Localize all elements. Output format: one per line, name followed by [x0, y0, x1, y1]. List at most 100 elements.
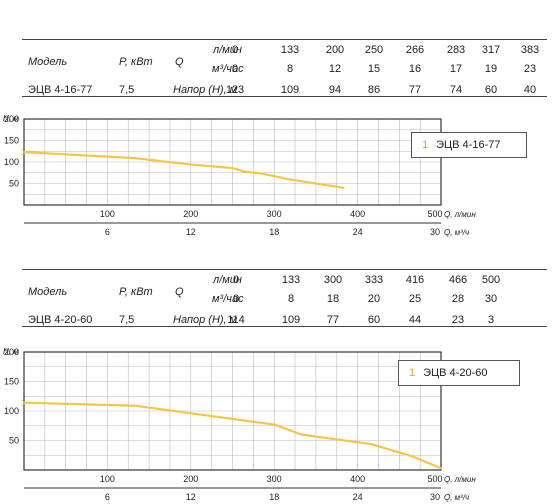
x-tick-label-top: 300: [267, 209, 282, 219]
plot-frame: [23, 118, 442, 206]
head-cell: 77: [326, 314, 340, 326]
head-cell: 74: [449, 84, 463, 96]
x-axis-label-bottom: Q, м³/ч: [444, 228, 469, 237]
spec-table: Модель P, кВт Q л/мин м³/час ЭЦВ 4-20-60…: [22, 269, 547, 337]
x-tick-label-bottom: 18: [269, 227, 279, 237]
table-top-rule: [22, 39, 547, 40]
head-cell: 44: [408, 314, 422, 326]
y-tick-label: 200: [4, 114, 19, 124]
x-tick-label-top: 100: [100, 209, 115, 219]
x-tick-label-bottom: 18: [269, 492, 279, 502]
pump-chart: H, м 50 100 150 200 100 200 300 400 500 6 12 18 24 30 Q…: [3, 347, 476, 502]
head-cell: 60: [484, 84, 498, 96]
head-cell: 94: [328, 84, 342, 96]
y-tick-label: 200: [4, 347, 19, 357]
flow-m3h-cell: 15: [367, 63, 381, 75]
legend-label: ЭЦВ 4-16-77: [436, 139, 501, 151]
flow-lpm-cell: 0: [231, 44, 239, 56]
head-cell: 114: [227, 314, 245, 326]
head-cell: 123: [225, 84, 245, 96]
head-cell: 109: [281, 314, 301, 326]
power-value: 7,5: [119, 314, 135, 326]
x-tick-label-top: 500: [427, 209, 442, 219]
pump-block-1: Модель P, кВт Q л/мин м³/час ЭЦВ 4-16-77…: [0, 0, 560, 250]
x-tick-label-bottom: 6: [105, 492, 110, 502]
flow-lpm-cell: 266: [405, 44, 425, 56]
head-cell: 60: [367, 314, 381, 326]
pump-block-2: Модель P, кВт Q л/мин м³/час ЭЦВ 4-20-60…: [0, 252, 560, 504]
y-tick-label: 50: [9, 436, 19, 446]
flow-lpm-cell: 466: [448, 274, 468, 286]
power-header: P, кВт: [119, 286, 153, 298]
model-value: ЭЦВ 4-16-77: [28, 84, 93, 96]
x-axis-label-top: Q, л/мин: [444, 475, 476, 484]
q-header: Q: [175, 56, 184, 68]
flow-m3h-header: м³/час: [212, 63, 244, 75]
x-tick-label-bottom: 12: [186, 227, 196, 237]
flow-lpm-cell: 283: [446, 44, 466, 56]
model-value: ЭЦВ 4-20-60: [28, 314, 93, 326]
head-cell: 40: [523, 84, 537, 96]
flow-lpm-cell: 300: [323, 274, 343, 286]
flow-m3h-cell: 25: [408, 293, 422, 305]
flow-lpm-cell: 383: [520, 44, 540, 56]
chart-legend: 1 ЭЦВ 4-20-60: [398, 360, 520, 386]
head-cell: 77: [408, 84, 422, 96]
y-tick-label: 150: [4, 377, 19, 387]
pump-curve: [22, 151, 345, 189]
x-tick-label-top: 200: [183, 474, 198, 484]
x-tick-label-bottom: 24: [353, 227, 363, 237]
chart-legend: 1 ЭЦВ 4-16-77: [411, 132, 527, 158]
flow-lpm-cell: 416: [405, 274, 425, 286]
plot-frame: [23, 351, 442, 471]
flow-lpm-cell: 250: [364, 44, 384, 56]
legend-number: 1: [422, 139, 429, 151]
head-cell: 109: [280, 84, 300, 96]
flow-lpm-cell: 333: [364, 274, 384, 286]
table-bottom-rule: [22, 326, 547, 327]
flow-m3h-cell: 20: [367, 293, 381, 305]
x-tick-label-top: 400: [350, 209, 365, 219]
curve-marker: 1: [21, 148, 26, 157]
flow-m3h-cell: 12: [328, 63, 342, 75]
x-tick-label-top: 300: [267, 474, 282, 484]
head-cell: 3: [487, 314, 495, 326]
head-cell: 23: [451, 314, 465, 326]
table-top-rule: [22, 269, 547, 270]
legend-number: 1: [409, 367, 416, 379]
flow-m3h-cell: 23: [523, 63, 537, 75]
x-tick-label-top: 100: [100, 474, 115, 484]
x-tick-label-bottom: 6: [105, 227, 110, 237]
x-axis-label-top: Q, л/мин: [444, 210, 476, 219]
x-tick-label-bottom: 24: [353, 492, 363, 502]
head-cell: 86: [367, 84, 381, 96]
x-tick-label-top: 200: [183, 209, 198, 219]
flow-m3h-cell: 30: [484, 293, 498, 305]
power-value: 7,5: [119, 84, 135, 96]
flow-m3h-cell: 8: [286, 63, 294, 75]
y-axis-label: H, м: [3, 347, 19, 356]
head-header: Напор (Н), м: [173, 84, 238, 96]
x-tick-label-bottom: 12: [186, 492, 196, 502]
flow-m3h-cell: 19: [484, 63, 498, 75]
x-tick-label-bottom: 30: [430, 492, 440, 502]
flow-lpm-cell: 200: [325, 44, 345, 56]
q-header: Q: [175, 286, 184, 298]
flow-m3h-header: м³/час: [212, 293, 244, 305]
flow-lpm-cell: 0: [232, 274, 240, 286]
x-tick-label-top: 400: [350, 474, 365, 484]
pump-curve: [22, 401, 443, 470]
flow-m3h-cell: 0: [232, 293, 240, 305]
x-tick-label-top: 500: [427, 474, 442, 484]
legend-label: ЭЦВ 4-20-60: [423, 367, 488, 379]
y-tick-label: 50: [9, 179, 19, 189]
table-bottom-rule: [22, 96, 547, 97]
spec-table: Модель P, кВт Q л/мин м³/час ЭЦВ 4-16-77…: [22, 39, 547, 107]
model-header: Модель: [28, 56, 68, 68]
flow-lpm-cell: 317: [481, 44, 501, 56]
flow-m3h-cell: 0: [231, 63, 239, 75]
y-tick-label: 150: [4, 136, 19, 146]
flow-lpm-header: л/мин: [213, 44, 242, 56]
y-tick-label: 100: [4, 406, 19, 416]
curve-marker: 1: [21, 399, 26, 408]
